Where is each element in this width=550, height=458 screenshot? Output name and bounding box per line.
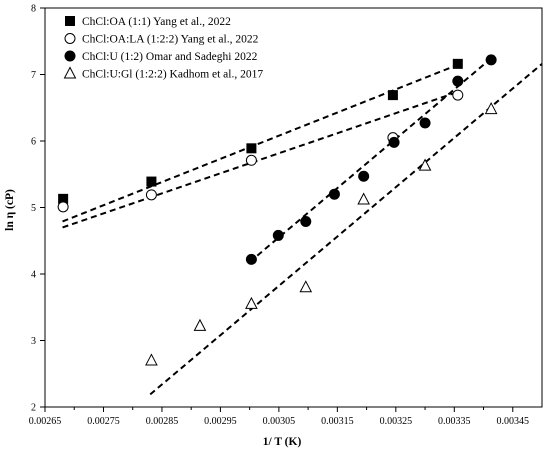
data-point bbox=[328, 188, 340, 200]
data-point bbox=[145, 189, 157, 201]
x-tick-label: 0.00275 bbox=[87, 416, 120, 427]
y-tick-label: 8 bbox=[31, 4, 36, 15]
x-axis: 0.00265 0.00275 0.00285 0.00295 0.00305 0.003… bbox=[29, 407, 529, 427]
data-point bbox=[485, 54, 497, 66]
trendline bbox=[149, 63, 543, 396]
data-point bbox=[418, 158, 432, 171]
data-point bbox=[146, 176, 157, 187]
x-tick-label: 0.00265 bbox=[29, 416, 62, 427]
data-point bbox=[357, 192, 370, 205]
y-tick-label: 2 bbox=[31, 403, 36, 414]
data-point bbox=[245, 154, 257, 166]
data-point bbox=[58, 193, 69, 204]
x-tick-label: 0.00325 bbox=[380, 416, 413, 427]
plot-marks bbox=[57, 54, 543, 396]
x-tick-label: 0.00315 bbox=[321, 416, 354, 427]
y-tick-label: 6 bbox=[31, 137, 36, 148]
legend-marker bbox=[63, 66, 77, 79]
data-point bbox=[452, 89, 464, 101]
data-point bbox=[193, 318, 207, 331]
data-point bbox=[484, 102, 498, 115]
y-tick-label: 5 bbox=[31, 203, 36, 214]
legend-label: ChCl:OA:LA (1:2:2) Yang et al., 2022 bbox=[82, 34, 259, 46]
data-point bbox=[145, 353, 158, 366]
data-point bbox=[419, 117, 431, 129]
legend-label: ChCl:U:Gl (1:2:2) Kadhom et al., 2017 bbox=[82, 69, 263, 81]
x-tick-label: 0.00345 bbox=[497, 416, 530, 427]
x-tick-label: 0.00335 bbox=[438, 416, 471, 427]
y-axis: 2 3 4 5 6 7 8 bbox=[31, 4, 45, 414]
legend-label: ChCl:U (1:2) Omar and Sadeghi 2022 bbox=[82, 51, 258, 63]
data-point bbox=[246, 143, 257, 154]
y-tick-label: 4 bbox=[31, 270, 36, 281]
data-point bbox=[452, 58, 463, 69]
y-tick-label: 3 bbox=[31, 336, 36, 347]
data-point bbox=[245, 296, 258, 309]
data-point bbox=[388, 136, 400, 148]
y-tick-label: 7 bbox=[31, 70, 36, 81]
trendline bbox=[62, 90, 461, 229]
data-point bbox=[299, 280, 313, 293]
legend-label: ChCl:OA (1:1) Yang et al., 2022 bbox=[82, 16, 231, 28]
data-point bbox=[452, 75, 464, 87]
x-tick-label: 0.00295 bbox=[204, 416, 237, 427]
data-point bbox=[57, 201, 69, 213]
x-axis-title: 1/ T (K) bbox=[263, 436, 302, 448]
trendline bbox=[249, 59, 491, 263]
y-axis-title: ln η (cP) bbox=[4, 189, 16, 231]
legend-marker bbox=[65, 16, 75, 26]
legend-marker bbox=[64, 33, 76, 44]
data-point bbox=[245, 253, 257, 265]
x-tick-label: 0.00305 bbox=[263, 416, 296, 427]
data-point bbox=[300, 215, 312, 227]
legend-marker bbox=[64, 50, 76, 62]
legend: ChCl:OA (1:1) Yang et al., 2022 ChCl:OA:L… bbox=[63, 16, 263, 81]
trendline bbox=[62, 62, 461, 223]
data-point bbox=[272, 229, 284, 241]
x-tick-label: 0.00285 bbox=[146, 416, 179, 427]
data-point bbox=[358, 170, 370, 182]
data-point bbox=[387, 90, 398, 101]
